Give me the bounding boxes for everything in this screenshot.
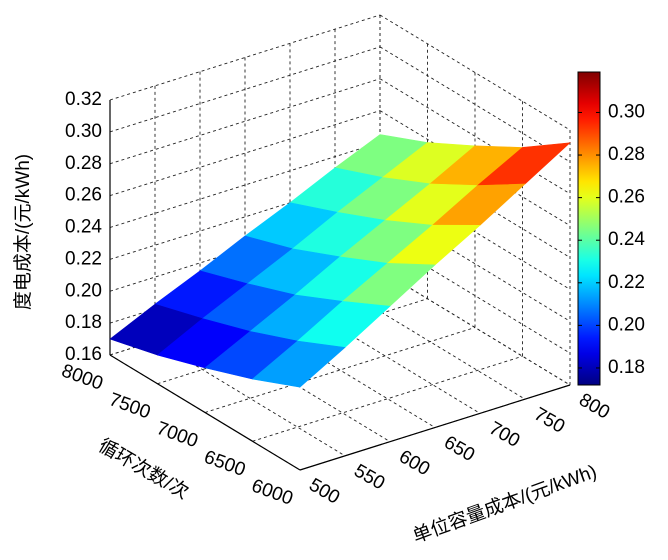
x-tick-label: 550 xyxy=(350,460,388,494)
grid-line xyxy=(252,355,523,442)
z-tick-label: 0.26 xyxy=(65,185,102,206)
surface-patch xyxy=(251,340,346,388)
grid-line xyxy=(379,46,571,163)
x-tick-label: 650 xyxy=(440,432,478,466)
x-tick-label: 700 xyxy=(485,418,523,452)
grid-line xyxy=(379,110,571,227)
y-tick-label: 7500 xyxy=(106,389,153,423)
x-tick-label: 800 xyxy=(575,390,613,424)
z-tick-label: 0.18 xyxy=(65,312,102,333)
z-tick-label: 0.22 xyxy=(65,248,102,269)
grid-line xyxy=(204,327,476,413)
colorbar-tick-label: 0.22 xyxy=(608,272,645,293)
z-tick-label: 0.16 xyxy=(65,344,102,365)
z-tick-label: 0.32 xyxy=(65,89,102,110)
grid-line xyxy=(379,78,571,195)
y-tick-label: 7000 xyxy=(154,418,201,452)
x-axis-label: 单位容量成本/(元/kWh) xyxy=(410,461,600,548)
z-tick-label: 0.20 xyxy=(65,280,102,301)
colorbar-tick-label: 0.24 xyxy=(608,229,645,250)
colorbar xyxy=(577,71,601,386)
colorbar-tick-label: 0.26 xyxy=(608,187,645,208)
colorbar-tick-label: 0.28 xyxy=(608,144,645,165)
x-tick-label: 600 xyxy=(395,446,433,480)
colorbar-tick-label: 0.18 xyxy=(608,357,645,378)
y-tick-label: 6500 xyxy=(201,447,248,481)
grid-line xyxy=(379,14,571,131)
surface xyxy=(109,134,571,388)
z-tick-label: 0.30 xyxy=(65,121,102,142)
grid-line xyxy=(109,110,381,197)
grid-line xyxy=(109,78,381,165)
x-tick-label: 750 xyxy=(530,404,568,438)
y-tick-label: 8000 xyxy=(59,360,106,394)
grid-line xyxy=(109,14,381,101)
z-tick-label: 0.28 xyxy=(65,153,102,174)
y-axis xyxy=(109,354,301,471)
colorbar-tick-label: 0.20 xyxy=(608,314,645,335)
z-axis-label: 度电成本/(元/kWh) xyxy=(12,154,34,310)
grid-line xyxy=(379,269,571,386)
x-axis xyxy=(299,384,571,471)
x-tick-label: 500 xyxy=(305,475,343,509)
y-tick-label: 6000 xyxy=(249,475,296,509)
colorbar-tick-label: 0.30 xyxy=(608,101,645,122)
z-tick-label: 0.24 xyxy=(65,217,102,238)
